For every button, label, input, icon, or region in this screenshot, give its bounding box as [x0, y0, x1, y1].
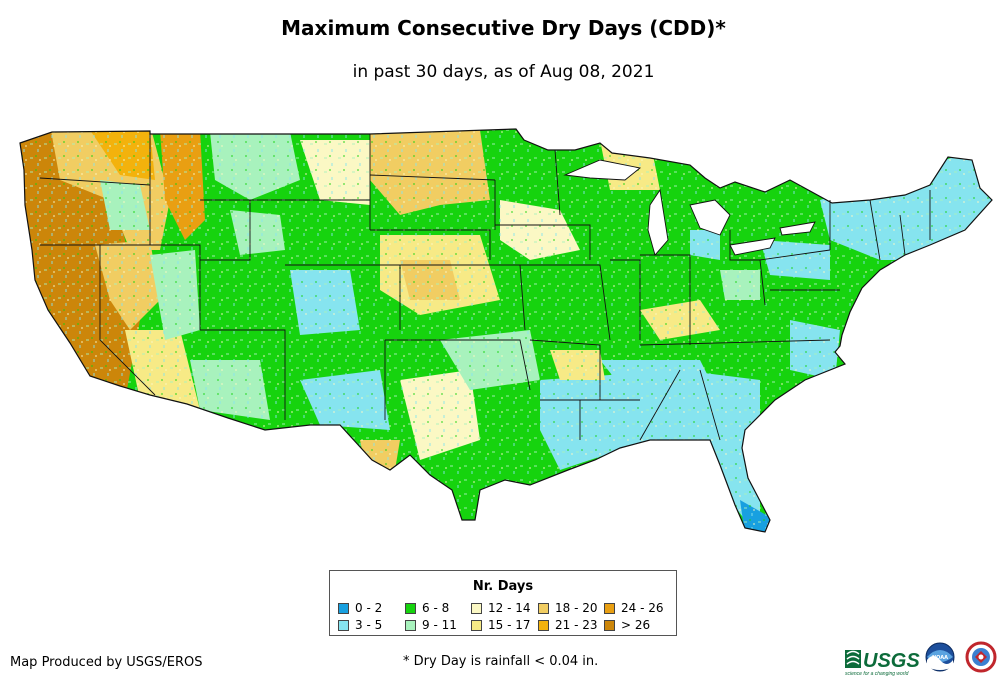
legend-item: 24 - 26 — [604, 601, 664, 615]
legend-swatch — [338, 620, 349, 631]
noaa-wordmark: NOAA — [932, 655, 948, 661]
legend-label: > 26 — [621, 618, 651, 632]
noaa-logo: NOAA — [925, 642, 955, 672]
legend-swatch — [338, 603, 349, 614]
agency-logos: USGS science for a changing world NOAA — [845, 641, 997, 677]
map-subtitle: in past 30 days, as of Aug 08, 2021 — [352, 62, 655, 82]
map-credit: Map Produced by USGS/EROS — [10, 655, 203, 670]
great-lakes — [563, 159, 816, 256]
legend-item: 12 - 14 — [471, 601, 531, 615]
legend-label: 6 - 8 — [422, 601, 450, 615]
legend-item: 18 - 20 — [538, 601, 598, 615]
legend-label: 15 - 17 — [488, 618, 531, 632]
legend-swatch — [538, 603, 549, 614]
legend-swatch — [471, 620, 482, 631]
legend-label: 24 - 26 — [621, 601, 664, 615]
legend-label: 21 - 23 — [555, 618, 598, 632]
legend-swatch — [471, 603, 482, 614]
legend-label: 3 - 5 — [355, 618, 383, 632]
state-borders — [39, 131, 931, 441]
legend-item: 0 - 2 — [338, 601, 382, 615]
legend-item: 3 - 5 — [338, 618, 382, 632]
legend-label: 9 - 11 — [422, 618, 457, 632]
legend-label: 18 - 20 — [555, 601, 598, 615]
legend-label: 0 - 2 — [355, 601, 383, 615]
legend-title: Nr. Days — [472, 579, 534, 594]
dry-day-footnote: * Dry Day is rainfall < 0.04 in. — [403, 654, 599, 669]
legend-label: 12 - 14 — [488, 601, 531, 615]
legend-item: 6 - 8 — [405, 601, 449, 615]
legend-swatch — [405, 603, 416, 614]
legend-swatch — [405, 620, 416, 631]
legend-swatch — [538, 620, 549, 631]
map-title: Maximum Consecutive Dry Days (CDD)* — [281, 16, 726, 40]
cdd-map — [19, 128, 993, 533]
legend-item: 9 - 11 — [405, 618, 457, 632]
usgs-tagline: science for a changing world — [845, 671, 909, 677]
usgs-logo: USGS science for a changing world — [845, 650, 920, 677]
legend-item: 21 - 23 — [538, 618, 598, 632]
legend: Nr. Days 0 - 2 3 - 5 6 - 8 9 - 11 12 - 1… — [329, 570, 677, 636]
legend-swatch — [604, 620, 615, 631]
legend-item: 15 - 17 — [471, 618, 531, 632]
nws-logo — [965, 641, 997, 673]
usgs-wordmark: USGS — [863, 650, 920, 672]
cdd-shading — [20, 129, 992, 532]
legend-item: > 26 — [604, 618, 650, 632]
legend-swatch — [604, 603, 615, 614]
